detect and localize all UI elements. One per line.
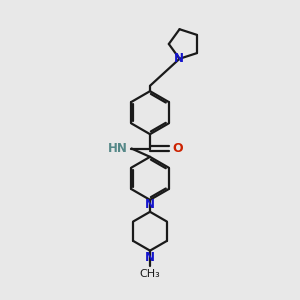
- Text: O: O: [172, 142, 183, 155]
- Text: N: N: [145, 251, 155, 264]
- Text: CH₃: CH₃: [140, 268, 160, 278]
- Text: N: N: [174, 52, 184, 65]
- Text: N: N: [145, 198, 155, 211]
- Text: HN: HN: [108, 142, 128, 155]
